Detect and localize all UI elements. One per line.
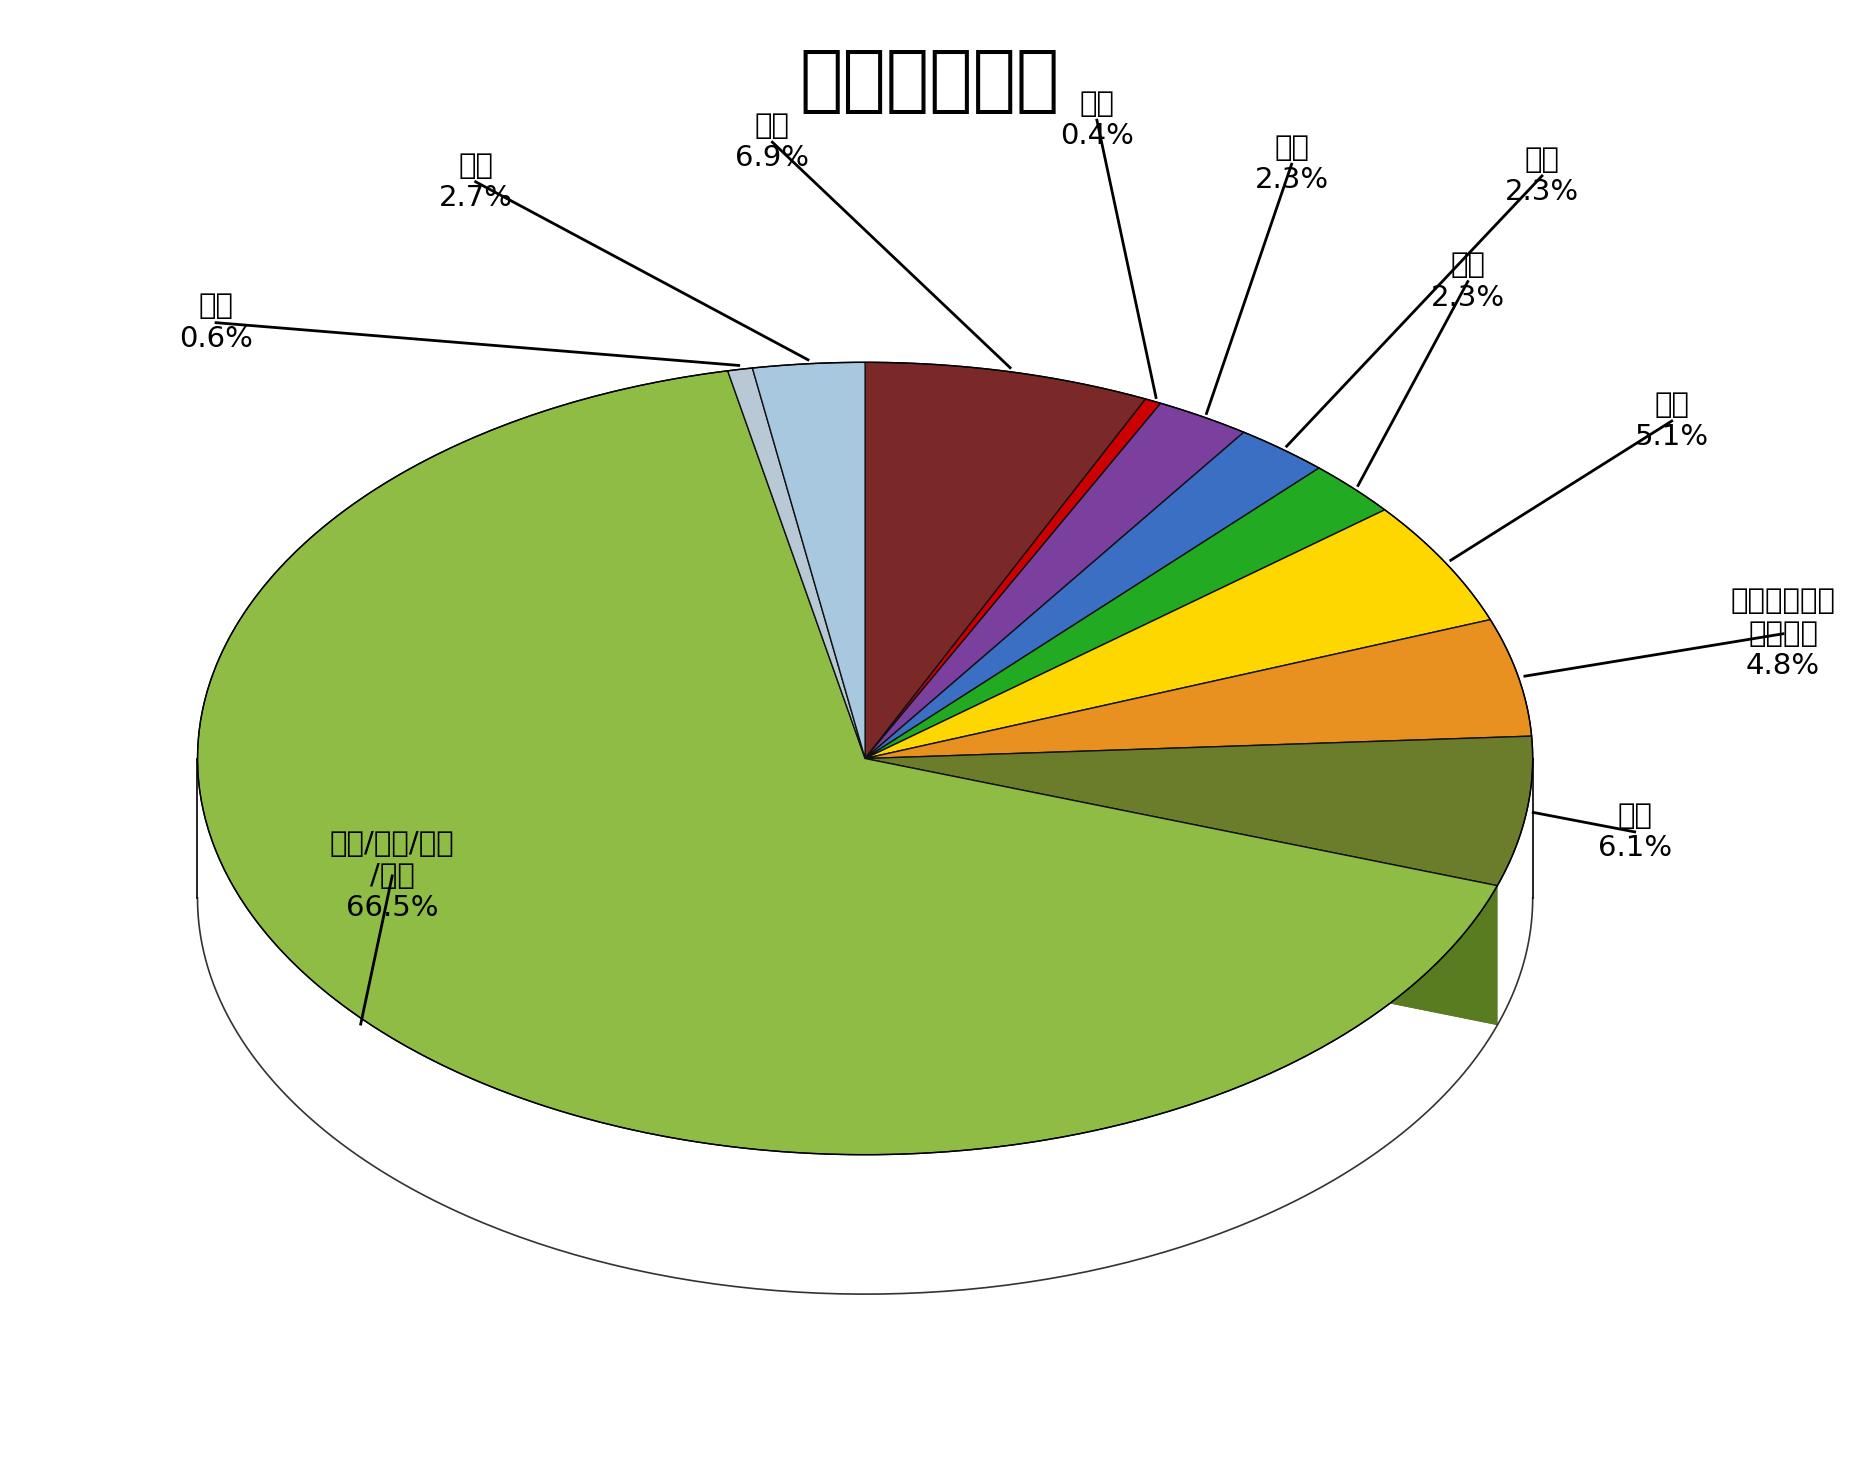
Text: 土地面積分析: 土地面積分析: [800, 47, 1060, 116]
Polygon shape: [753, 362, 865, 759]
Polygon shape: [865, 620, 1531, 759]
Polygon shape: [865, 404, 1244, 759]
Polygon shape: [197, 371, 1497, 1155]
Polygon shape: [865, 510, 1490, 759]
Polygon shape: [865, 362, 1146, 759]
Text: 林地/灌叢/草地
/濕地
66.5%: 林地/灌叢/草地 /濕地 66.5%: [329, 829, 454, 922]
Text: 商業
0.4%: 商業 0.4%: [1060, 90, 1135, 150]
Text: 其他都市或已
建設土地
4.8%: 其他都市或已 建設土地 4.8%: [1730, 588, 1836, 681]
Polygon shape: [727, 368, 865, 759]
Text: 農業
6.1%: 農業 6.1%: [1598, 801, 1672, 862]
Text: 運輸
5.1%: 運輸 5.1%: [1635, 390, 1709, 451]
Text: 工業
2.3%: 工業 2.3%: [1254, 134, 1328, 194]
Polygon shape: [865, 759, 1497, 1025]
Text: 機構
2.3%: 機構 2.3%: [1505, 146, 1579, 206]
Polygon shape: [865, 432, 1319, 759]
Polygon shape: [865, 399, 1161, 759]
Text: 休憩
2.3%: 休憩 2.3%: [1430, 252, 1505, 312]
Text: 住宅
6.9%: 住宅 6.9%: [735, 112, 809, 172]
Text: 水體
2.7%: 水體 2.7%: [439, 152, 513, 212]
Polygon shape: [865, 468, 1386, 759]
Polygon shape: [865, 736, 1533, 885]
Polygon shape: [865, 759, 1497, 1025]
Text: 荒地
0.6%: 荒地 0.6%: [179, 293, 253, 354]
